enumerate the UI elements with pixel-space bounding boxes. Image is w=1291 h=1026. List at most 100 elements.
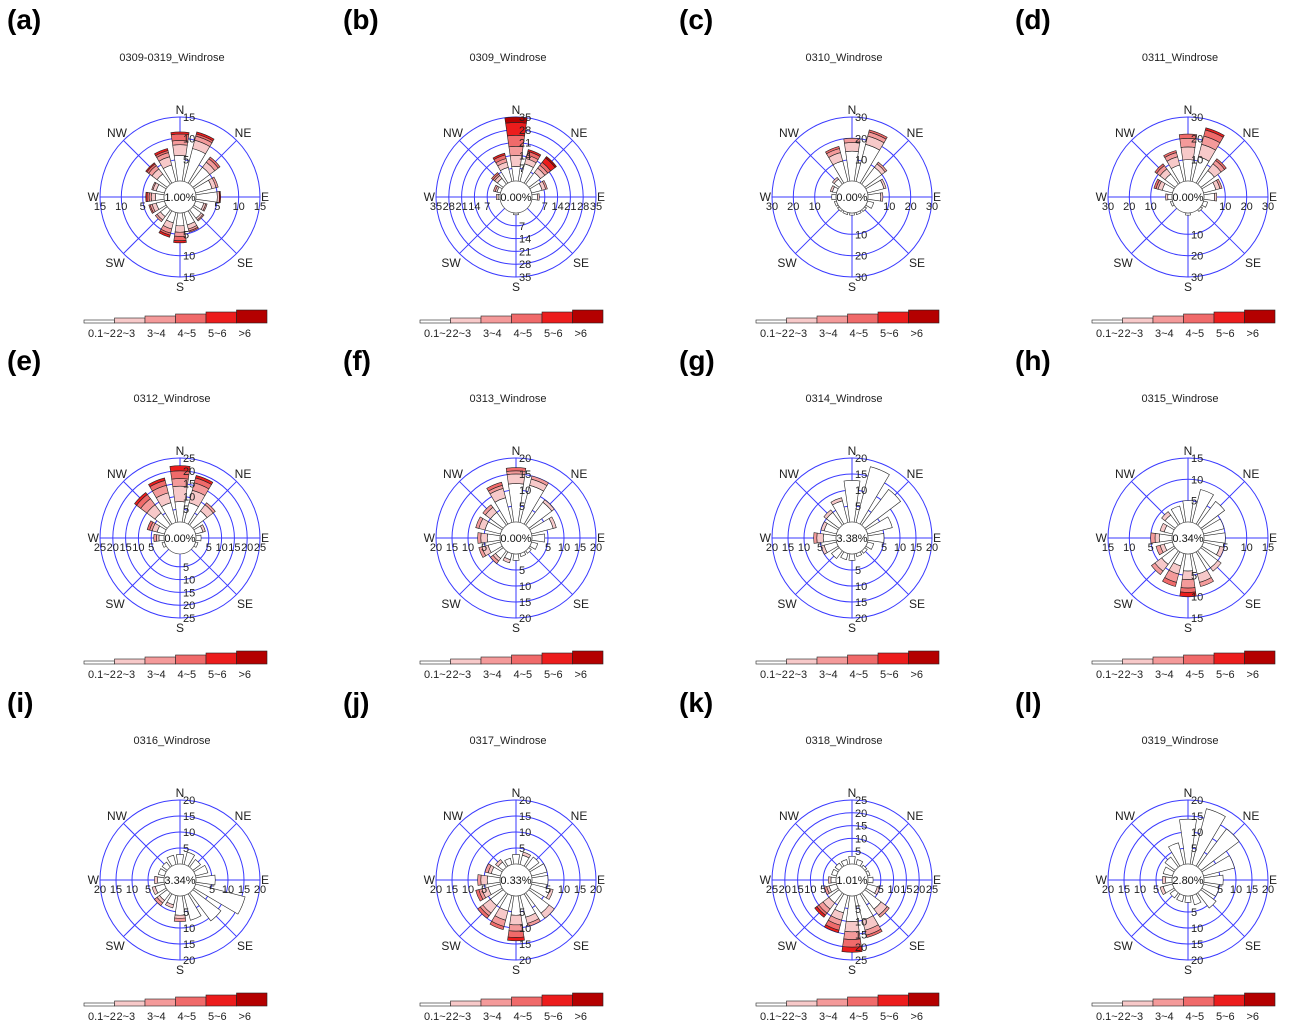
tick-label: 10 <box>233 201 245 213</box>
legend-label: 2~3 <box>117 669 136 681</box>
tick-label: 10 <box>183 827 195 839</box>
tick-label: 10 <box>183 923 195 935</box>
tick-label: 20 <box>787 201 799 213</box>
legend-swatch <box>541 311 573 324</box>
petal-segment <box>1161 511 1172 522</box>
compass-label: NE <box>235 126 252 140</box>
compass-label: E <box>1269 531 1277 545</box>
legend-label: 5~6 <box>208 1011 227 1023</box>
calm-label: 0.00% <box>500 192 531 204</box>
tick-label: 5 <box>183 907 189 919</box>
tick-label: 21 <box>519 138 531 150</box>
tick-label: 5 <box>855 501 861 513</box>
petal-segment <box>502 556 511 564</box>
petal-segment <box>195 475 214 485</box>
tick-label: 15 <box>1191 453 1203 465</box>
legend-label: 4~5 <box>178 1011 197 1023</box>
grid-spoke <box>190 548 237 595</box>
tick-label: 10 <box>798 542 810 554</box>
compass-label: SE <box>909 939 925 953</box>
tick-label: 15 <box>574 884 586 896</box>
compass-label: SW <box>777 256 797 270</box>
legend-label: 4~5 <box>514 1011 533 1023</box>
compass-label: W <box>1096 531 1108 545</box>
legend-swatch <box>1152 998 1184 1007</box>
tick-label: 20 <box>1123 201 1135 213</box>
petal-segment <box>150 192 157 202</box>
tick-label: 10 <box>126 884 138 896</box>
tick-label: 15 <box>238 884 250 896</box>
petal-segment <box>1153 178 1160 190</box>
legend-swatch <box>114 1000 146 1007</box>
tick-label: 20 <box>855 453 867 465</box>
tick-label: 30 <box>1102 201 1114 213</box>
petal-segment <box>531 193 538 201</box>
tick-label: 15 <box>446 884 458 896</box>
compass-label: N <box>848 103 857 117</box>
petal-segment <box>820 544 828 555</box>
legend-swatch <box>541 994 573 1007</box>
grid-spoke <box>1131 207 1178 254</box>
tick-label: 15 <box>855 821 867 833</box>
tick-label: 5 <box>481 884 487 896</box>
grid-spoke <box>795 207 842 254</box>
compass-label: S <box>848 963 856 977</box>
compass-label: SW <box>441 939 461 953</box>
petal-segment <box>867 876 874 884</box>
tick-label: 21 <box>455 201 467 213</box>
petal-segment <box>545 888 554 900</box>
petal-segment <box>155 193 165 201</box>
panel-letter: (f) <box>343 345 371 376</box>
petal-segment <box>151 181 157 191</box>
grid-spoke <box>190 823 237 870</box>
legend-label: >6 <box>239 328 252 340</box>
tick-label: 10 <box>1191 155 1203 167</box>
compass-label: S <box>512 621 520 635</box>
compass-label: S <box>176 963 184 977</box>
petal-segment <box>1184 895 1192 903</box>
legend-swatch <box>786 1000 818 1007</box>
compass-label: SW <box>1113 256 1133 270</box>
panel-letter: (l) <box>1015 687 1042 718</box>
petal-segment <box>477 874 482 886</box>
legend-label: 0.1~2 <box>424 1011 452 1023</box>
legend-label: 4~5 <box>1186 1011 1205 1023</box>
legend-label: 4~5 <box>1186 328 1205 340</box>
legend-label: 0.1~2 <box>424 669 452 681</box>
tick-label: 10 <box>183 133 195 145</box>
tick-label: 15 <box>1191 613 1203 625</box>
calm-circle <box>1171 521 1205 555</box>
legend-label: 0.1~2 <box>1096 669 1124 681</box>
legend-label: 5~6 <box>544 1011 563 1023</box>
legend-label: 2~3 <box>117 1011 136 1023</box>
tick-label: 5 <box>519 843 525 855</box>
compass-label: NE <box>1243 467 1260 481</box>
petal-segment <box>1154 533 1160 543</box>
grid-spoke <box>459 823 506 870</box>
legend-swatch <box>1183 996 1215 1007</box>
petal-segment <box>813 532 818 544</box>
compass-label: SE <box>1245 597 1261 611</box>
legend-swatch <box>511 996 543 1007</box>
petal-segment <box>527 149 542 157</box>
legend-label: 3~4 <box>483 669 502 681</box>
compass-label: W <box>1096 190 1108 204</box>
petal-segment <box>486 533 501 543</box>
tick-label: 10 <box>1191 827 1203 839</box>
compass-label: E <box>261 190 269 204</box>
compass-label: W <box>88 190 100 204</box>
compass-label: W <box>1096 873 1108 887</box>
tick-label: 10 <box>462 884 474 896</box>
calm-label: 0.00% <box>500 533 531 545</box>
tick-label: 20 <box>855 942 867 954</box>
legend-swatch <box>908 650 940 665</box>
chart-title: 0312_Windrose <box>133 393 210 405</box>
tick-label: 30 <box>1191 112 1203 124</box>
grid-spoke <box>123 548 170 595</box>
legend-label: 2~3 <box>789 669 808 681</box>
legend-label: 5~6 <box>1216 669 1235 681</box>
compass-label: NW <box>443 126 464 140</box>
legend-label: 3~4 <box>1155 669 1174 681</box>
compass-label: NW <box>443 467 464 481</box>
legend-label: 0.1~2 <box>424 328 452 340</box>
